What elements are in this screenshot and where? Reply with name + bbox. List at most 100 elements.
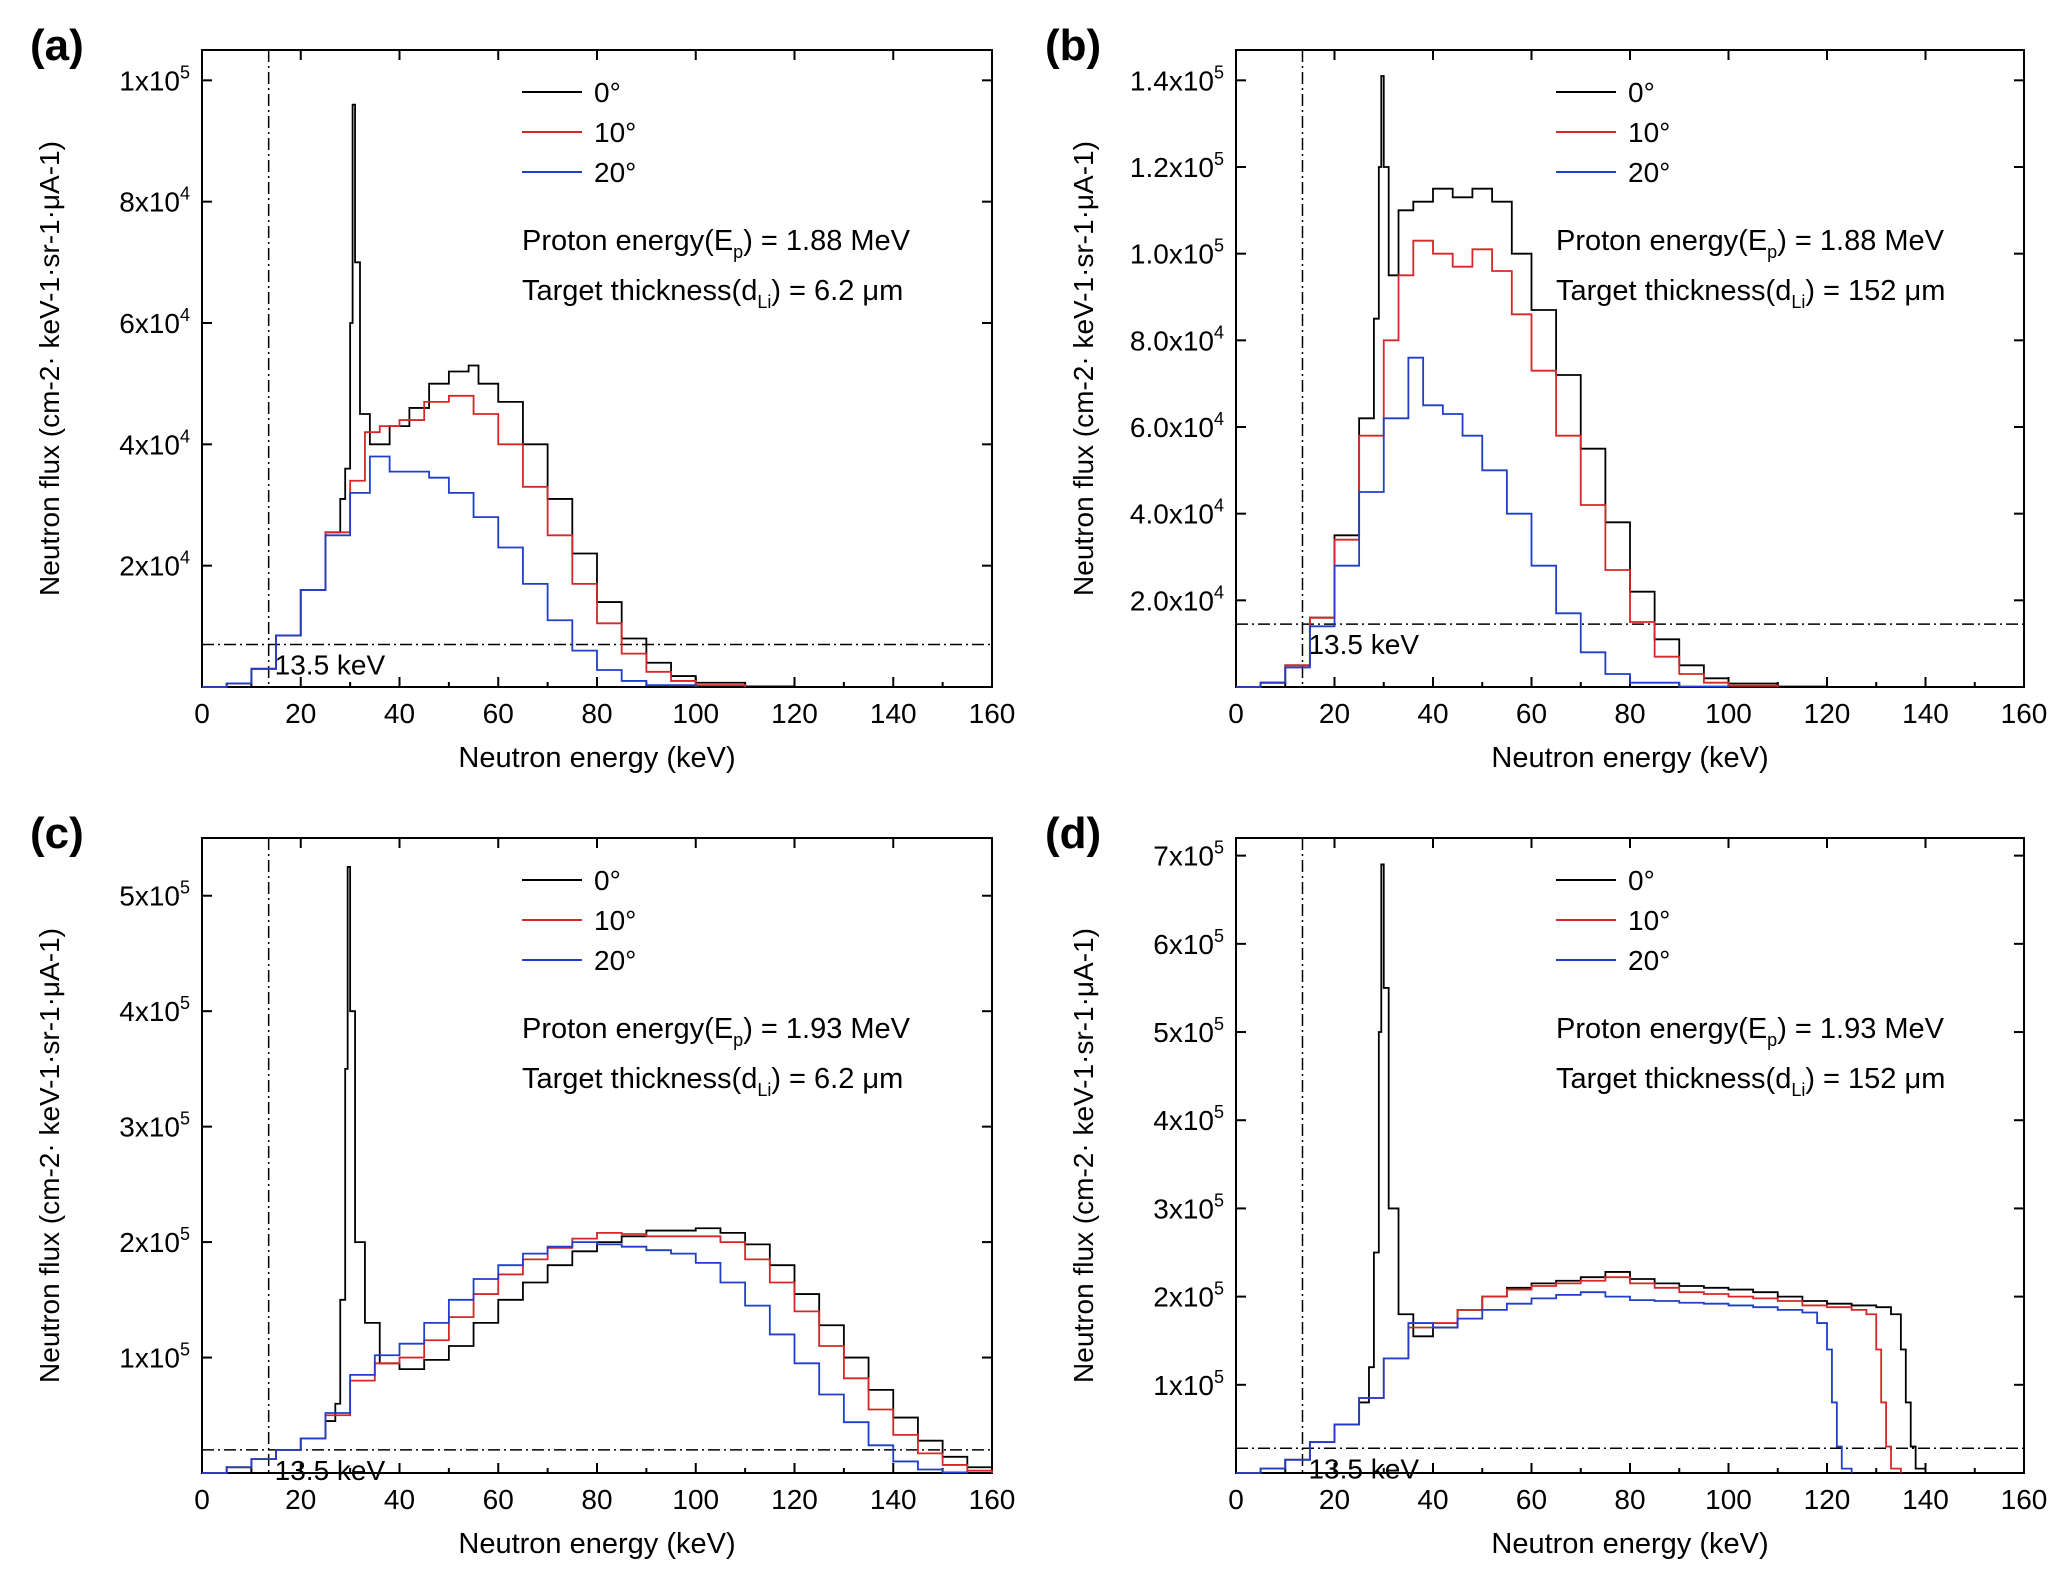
series-0-line bbox=[202, 103, 796, 688]
x-tick-label: 120 bbox=[1804, 1484, 1851, 1515]
y-tick-label: 8x104 bbox=[119, 184, 190, 218]
x-tick-label: 160 bbox=[2001, 698, 2048, 729]
y-tick-label: 3x105 bbox=[1153, 1190, 1224, 1224]
y-tick-label: 6x104 bbox=[119, 305, 190, 339]
x-tick-label: 100 bbox=[1705, 1484, 1752, 1515]
y-axis-label: Neutron flux (cm-2· keV-1·sr-1·μA-1) bbox=[1068, 141, 1099, 596]
x-tick-label: 80 bbox=[1614, 698, 1645, 729]
panel-label: (c) bbox=[30, 809, 84, 858]
y-tick-label: 1x105 bbox=[1153, 1367, 1224, 1401]
chart-panel-c: (c) 0 20 40 60 80 100 120 140 160 1x105 2x105 3x105 4… bbox=[30, 809, 1015, 1560]
x-axis-label: Neutron energy (keV) bbox=[1491, 1528, 1768, 1560]
legend-label: 20° bbox=[594, 157, 636, 188]
x-tick-label: 140 bbox=[1902, 698, 1949, 729]
chart-panel-d: (d) 0 20 40 60 80 100 120 140 160 1x105 2x105 3x105 4… bbox=[1045, 809, 2047, 1560]
marker-label: 13.5 keV bbox=[1308, 1453, 1419, 1484]
legend-label: 20° bbox=[1628, 157, 1670, 188]
y-tick-label: 4x104 bbox=[119, 426, 190, 460]
x-tick-label: 80 bbox=[581, 698, 612, 729]
y-tick-label: 4x105 bbox=[119, 993, 190, 1027]
x-tick-label: 60 bbox=[1516, 698, 1547, 729]
y-tick-label: 1.4x105 bbox=[1130, 62, 1224, 96]
annotation-proton-energy: Proton energy(Ep) = 1.93 MeV bbox=[1556, 1013, 1945, 1050]
x-tick-label: 40 bbox=[384, 1484, 415, 1515]
x-tick-label: 40 bbox=[384, 698, 415, 729]
y-tick-label: 7x105 bbox=[1153, 838, 1224, 872]
series-2-line bbox=[1236, 356, 1730, 688]
annotation-proton-energy: Proton energy(Ep) = 1.88 MeV bbox=[522, 225, 911, 262]
x-tick-label: 100 bbox=[672, 1484, 719, 1515]
y-tick-label: 1x105 bbox=[119, 62, 190, 96]
x-tick-label: 20 bbox=[1319, 1484, 1350, 1515]
x-tick-label: 0 bbox=[194, 1484, 210, 1515]
annotation-target-thickness: Target thickness(dLi) = 152 μm bbox=[1556, 1063, 1945, 1100]
legend-label: 10° bbox=[594, 117, 636, 148]
y-tick-label: 4.0x104 bbox=[1130, 496, 1224, 530]
y-axis-label: Neutron flux (cm-2· keV-1·sr-1·μA-1) bbox=[34, 141, 65, 596]
series-1-line bbox=[1236, 239, 1779, 688]
x-tick-label: 0 bbox=[194, 698, 210, 729]
legend-label: 10° bbox=[594, 905, 636, 936]
y-tick-label: 1.0x105 bbox=[1130, 236, 1224, 270]
x-tick-label: 160 bbox=[969, 1484, 1016, 1515]
x-tick-label: 160 bbox=[969, 698, 1016, 729]
series-0-line bbox=[1236, 863, 1927, 1474]
series-2-line bbox=[1236, 1291, 1853, 1474]
legend-label: 0° bbox=[1628, 865, 1655, 896]
x-tick-label: 140 bbox=[870, 1484, 917, 1515]
x-tick-label: 60 bbox=[483, 1484, 514, 1515]
chart-panel-b: (b) 0 20 40 60 80 100 120 140 160 2.0x104 4.0x104 6.… bbox=[1045, 21, 2047, 774]
y-tick-label: 6x105 bbox=[1153, 926, 1224, 960]
annotation-target-thickness: Target thickness(dLi) = 152 μm bbox=[1556, 275, 1945, 312]
x-tick-label: 40 bbox=[1417, 698, 1448, 729]
series-0-line bbox=[202, 865, 993, 1474]
x-tick-label: 80 bbox=[1614, 1484, 1645, 1515]
marker-label: 13.5 keV bbox=[275, 650, 386, 681]
x-tick-label: 120 bbox=[771, 1484, 818, 1515]
x-tick-label: 20 bbox=[285, 1484, 316, 1515]
legend-label: 10° bbox=[1628, 905, 1670, 936]
x-tick-label: 120 bbox=[1804, 698, 1851, 729]
x-tick-label: 140 bbox=[1902, 1484, 1949, 1515]
x-tick-label: 100 bbox=[1705, 698, 1752, 729]
y-tick-label: 3x105 bbox=[119, 1109, 190, 1143]
y-tick-label: 2x105 bbox=[119, 1224, 190, 1258]
x-tick-label: 60 bbox=[483, 698, 514, 729]
series-1-line bbox=[1236, 1276, 1902, 1474]
y-tick-label: 2x105 bbox=[1153, 1279, 1224, 1313]
panel-label: (a) bbox=[30, 21, 84, 70]
y-tick-label: 6.0x104 bbox=[1130, 409, 1224, 443]
y-tick-label: 4x105 bbox=[1153, 1102, 1224, 1136]
marker-label: 13.5 keV bbox=[1308, 629, 1419, 660]
legend-label: 20° bbox=[594, 945, 636, 976]
marker-label: 13.5 keV bbox=[275, 1455, 386, 1486]
panel-label: (d) bbox=[1045, 809, 1101, 858]
series-1-line bbox=[202, 394, 747, 688]
x-tick-label: 20 bbox=[285, 698, 316, 729]
annotation-proton-energy: Proton energy(Ep) = 1.88 MeV bbox=[1556, 225, 1945, 262]
x-tick-label: 40 bbox=[1417, 1484, 1448, 1515]
legend-label: 10° bbox=[1628, 117, 1670, 148]
y-tick-label: 8.0x104 bbox=[1130, 322, 1224, 356]
legend-label: 0° bbox=[594, 865, 621, 896]
y-tick-label: 1.2x105 bbox=[1130, 149, 1224, 183]
series-1-line bbox=[202, 1231, 993, 1474]
series-2-line bbox=[202, 455, 697, 688]
y-tick-label: 2x104 bbox=[119, 548, 190, 582]
x-tick-label: 160 bbox=[2001, 1484, 2048, 1515]
x-tick-label: 80 bbox=[581, 1484, 612, 1515]
x-tick-label: 60 bbox=[1516, 1484, 1547, 1515]
y-tick-label: 5x105 bbox=[119, 878, 190, 912]
x-axis-label: Neutron energy (keV) bbox=[1491, 742, 1768, 774]
legend-label: 20° bbox=[1628, 945, 1670, 976]
x-axis-label: Neutron energy (keV) bbox=[458, 742, 735, 774]
x-tick-label: 0 bbox=[1228, 1484, 1244, 1515]
chart-panel-a: (a) 0 20 40 60 80 100 120 140 160 2x104 4x104 6x104 8… bbox=[30, 21, 1015, 774]
x-tick-label: 140 bbox=[870, 698, 917, 729]
y-axis-label: Neutron flux (cm-2· keV-1·sr-1·μA-1) bbox=[34, 928, 65, 1383]
panel-label: (b) bbox=[1045, 21, 1101, 70]
x-tick-label: 20 bbox=[1319, 698, 1350, 729]
annotation-proton-energy: Proton energy(Ep) = 1.93 MeV bbox=[522, 1013, 911, 1050]
